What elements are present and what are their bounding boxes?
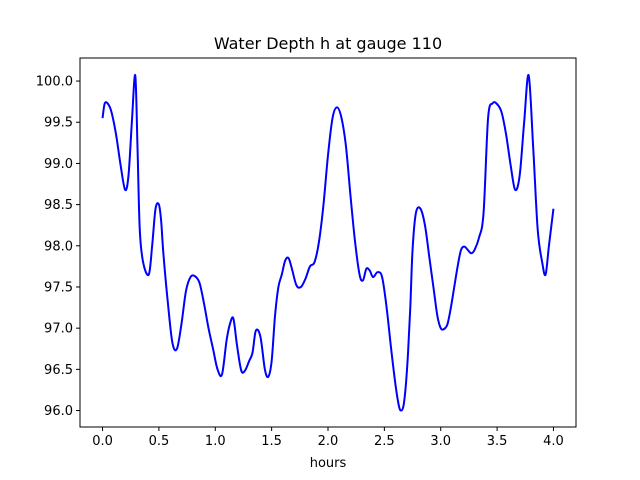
x-tick-label: 2.5 [374, 434, 395, 449]
y-tick-label: 99.0 [44, 157, 73, 172]
y-tick-label: 98.0 [44, 239, 73, 254]
chart-title: Water Depth h at gauge 110 [214, 34, 442, 53]
y-tick-label: 100.0 [36, 75, 73, 90]
plot-area: 0.0 0.5 1.0 1.5 2.0 2.5 3.0 3.5 4.0 96.0 96.5 97.0 9… [36, 57, 577, 449]
series-line [101, 74, 555, 412]
x-tick-label: 0.0 [92, 434, 113, 449]
y-tick-label: 97.0 [44, 322, 73, 337]
y-tick-label: 99.5 [44, 116, 73, 131]
x-tick-label: 0.5 [149, 434, 170, 449]
y-tick-label: 98.5 [44, 198, 73, 213]
y-tick-label: 96.0 [44, 404, 73, 419]
y-tick-label: 96.5 [44, 363, 73, 378]
x-tick-label: 2.0 [318, 434, 339, 449]
x-tick-label: 1.0 [205, 434, 226, 449]
x-axis-label: hours [310, 456, 347, 471]
y-tick-label: 97.5 [44, 280, 73, 295]
x-tick-label: 3.0 [430, 434, 451, 449]
x-tick-label: 1.5 [261, 434, 282, 449]
x-tick-label: 3.5 [487, 434, 508, 449]
x-tick-label: 4.0 [543, 434, 564, 449]
